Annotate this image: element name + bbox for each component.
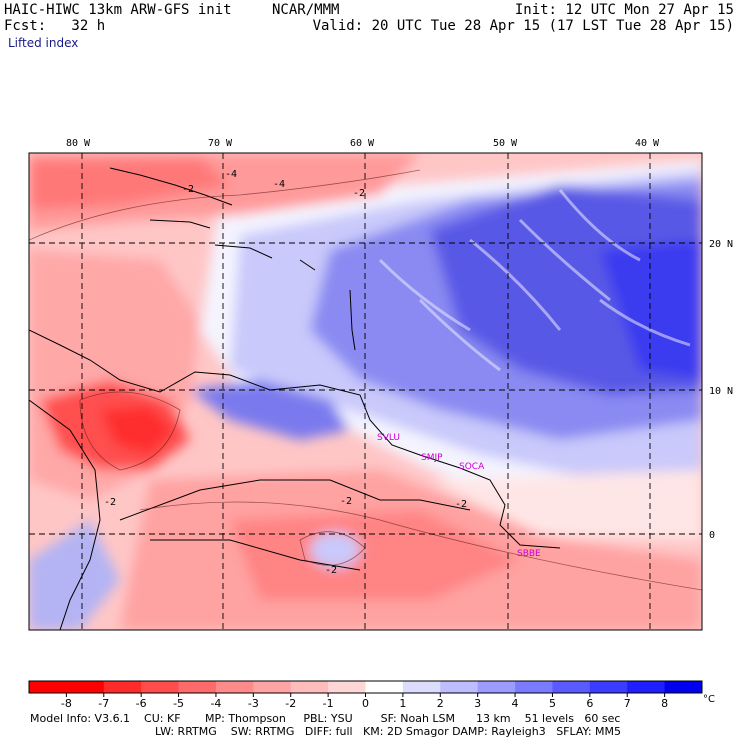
colorbar-swatch [552, 681, 591, 693]
colorbar-tick-label: 3 [474, 697, 481, 710]
colorbar-swatch [290, 681, 329, 693]
colorbar-tick-label: 8 [661, 697, 668, 710]
contour-label: -4 [273, 179, 285, 190]
colorbar-swatch [440, 681, 479, 693]
colorbar-tick-label: -4 [210, 697, 221, 710]
org-label: NCAR/MMM [272, 2, 340, 18]
colorbar: -8 -7 -6 -5 -4 -3 -2 -1 0 1 2 3 4 5 6 7 8 °C [28, 680, 715, 710]
colorbar-tick-label: -2 [285, 697, 296, 710]
lat-label: 20 N [709, 239, 733, 250]
contours [29, 169, 702, 591]
colorbar-tick-label: -1 [323, 697, 334, 710]
colorbar-tick-label: 4 [512, 697, 519, 710]
colorbar-swatch [477, 681, 516, 693]
contour-label: -2 [340, 496, 352, 507]
colorbar-swatch [178, 681, 217, 693]
lon-label: 40 W [635, 138, 660, 149]
colorbar-swatch [66, 681, 105, 693]
colorbar-tick-label: 1 [399, 697, 406, 710]
footer-physics-info: LW: RRTMG SW: RRTMG DIFF: full KM: 2D Sm… [155, 725, 621, 738]
colorbar-tick-label: -5 [173, 697, 184, 710]
init-time: Init: 12 UTC Mon 27 Apr 15 [514, 2, 734, 18]
contour-label: -2 [455, 499, 467, 510]
station-label: SBBE [517, 549, 541, 559]
colorbar-tick-label: -7 [98, 697, 109, 710]
colorbar-tick-label: 5 [549, 697, 556, 710]
colorbar-tick-label: -6 [136, 697, 147, 710]
lat-label: 10 N [709, 386, 733, 397]
colorbar-swatch [627, 681, 666, 693]
colorbar-swatch [402, 681, 441, 693]
lon-label: 80 W [66, 138, 91, 149]
lifted-index-field [29, 153, 702, 630]
colorbar-swatch [215, 681, 254, 693]
station-label: SMJP [421, 453, 443, 463]
colorbar-swatch [29, 681, 67, 693]
valid-time: Valid: 20 UTC Tue 28 Apr 15 (17 LST Tue … [312, 18, 734, 34]
forecast-hour: Fcst: 32 h [4, 18, 106, 34]
contour-label: -2 [325, 565, 337, 576]
station-label: SVLU [377, 433, 400, 443]
colorbar-tick-label: 0 [362, 697, 369, 710]
map-frame [28, 152, 703, 631]
model-title: HAIC-HIWC 13km ARW-GFS init [4, 2, 232, 18]
lat-label: 0 [709, 530, 715, 541]
colorbar-swatch [589, 681, 628, 693]
colorbar-swatch [365, 681, 404, 693]
contour-label-group: -2 -4 -4 -2 -2 -2 -2 -2 [104, 169, 467, 576]
contour-label: -2 [104, 497, 116, 508]
lon-label: 60 W [350, 138, 375, 149]
colorbar-swatch [253, 681, 292, 693]
contour-label: -2 [182, 184, 194, 195]
colorbar-swatch [103, 681, 142, 693]
colorbar-tick-label: -3 [248, 697, 259, 710]
contour-label: -2 [353, 188, 365, 199]
lon-label: 50 W [493, 138, 518, 149]
colorbar-unit: °C [703, 694, 715, 705]
contour-label: -4 [225, 169, 237, 180]
graticule [29, 153, 702, 630]
colorbar-swatch [328, 681, 366, 693]
lon-label: 70 W [208, 138, 233, 149]
colorbar-tick-label: 6 [586, 697, 593, 710]
colorbar-tick-label: 7 [624, 697, 631, 710]
field-name: Lifted index [8, 36, 79, 50]
colorbar-tick-label: 2 [437, 697, 444, 710]
colorbar-swatch [515, 681, 553, 693]
colorbar-tick-label: -8 [61, 697, 72, 710]
footer-model-info: Model Info: V3.6.1 CU: KF MP: Thompson P… [30, 712, 621, 725]
colorbar-swatch [664, 681, 703, 693]
station-label: SOCA [459, 462, 485, 472]
colorbar-swatch [141, 681, 180, 693]
